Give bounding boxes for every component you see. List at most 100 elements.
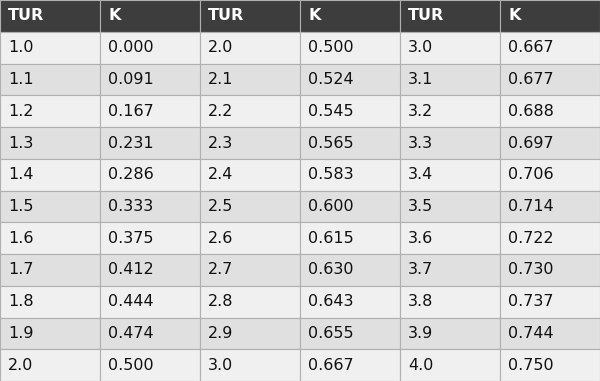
Text: 2.2: 2.2 <box>208 104 233 119</box>
Text: 1.0: 1.0 <box>8 40 34 55</box>
Bar <box>500 127 600 159</box>
Bar <box>300 32 400 64</box>
Bar <box>100 96 200 127</box>
Bar <box>300 317 400 349</box>
Text: 0.600: 0.600 <box>308 199 353 214</box>
Bar <box>100 64 200 96</box>
Text: 0.615: 0.615 <box>308 231 354 246</box>
Bar <box>300 223 400 254</box>
Text: 3.8: 3.8 <box>408 294 433 309</box>
Text: 0.412: 0.412 <box>108 263 154 277</box>
Bar <box>400 254 500 286</box>
Text: 2.3: 2.3 <box>208 136 233 150</box>
Bar <box>200 190 300 223</box>
Bar <box>0 96 100 127</box>
Bar <box>200 223 300 254</box>
Text: 3.2: 3.2 <box>408 104 433 119</box>
Bar <box>200 254 300 286</box>
Text: 0.545: 0.545 <box>308 104 353 119</box>
Text: 2.6: 2.6 <box>208 231 233 246</box>
Text: 3.0: 3.0 <box>208 358 233 373</box>
Text: 0.697: 0.697 <box>508 136 554 150</box>
Text: 0.730: 0.730 <box>508 263 554 277</box>
Text: 0.667: 0.667 <box>308 358 353 373</box>
Bar <box>100 286 200 317</box>
Bar <box>300 349 400 381</box>
Bar <box>400 349 500 381</box>
Text: 2.8: 2.8 <box>208 294 233 309</box>
Text: 0.667: 0.667 <box>508 40 554 55</box>
Text: 3.9: 3.9 <box>408 326 433 341</box>
Bar <box>0 0 100 32</box>
Text: 2.7: 2.7 <box>208 263 233 277</box>
Bar <box>400 0 500 32</box>
Text: 1.3: 1.3 <box>8 136 34 150</box>
Text: 0.688: 0.688 <box>508 104 554 119</box>
Text: 3.5: 3.5 <box>408 199 433 214</box>
Bar <box>0 223 100 254</box>
Bar <box>500 0 600 32</box>
Text: 1.5: 1.5 <box>8 199 34 214</box>
Bar <box>0 286 100 317</box>
Text: 0.444: 0.444 <box>108 294 154 309</box>
Bar <box>100 159 200 190</box>
Bar <box>0 159 100 190</box>
Bar <box>200 64 300 96</box>
Bar <box>400 190 500 223</box>
Bar <box>300 286 400 317</box>
Bar <box>500 159 600 190</box>
Text: 2.5: 2.5 <box>208 199 233 214</box>
Bar <box>500 96 600 127</box>
Text: 1.7: 1.7 <box>8 263 34 277</box>
Text: 3.1: 3.1 <box>408 72 433 87</box>
Bar <box>0 349 100 381</box>
Text: TUR: TUR <box>408 8 444 24</box>
Bar <box>0 32 100 64</box>
Bar <box>400 64 500 96</box>
Bar <box>200 317 300 349</box>
Bar <box>500 317 600 349</box>
Text: 1.8: 1.8 <box>8 294 34 309</box>
Bar <box>300 96 400 127</box>
Bar <box>400 286 500 317</box>
Bar <box>300 190 400 223</box>
Bar <box>100 127 200 159</box>
Text: 3.4: 3.4 <box>408 167 433 182</box>
Bar <box>300 254 400 286</box>
Bar <box>400 32 500 64</box>
Text: TUR: TUR <box>8 8 44 24</box>
Bar <box>500 286 600 317</box>
Text: 1.1: 1.1 <box>8 72 34 87</box>
Bar <box>100 223 200 254</box>
Bar <box>200 159 300 190</box>
Text: 0.167: 0.167 <box>108 104 154 119</box>
Bar <box>100 254 200 286</box>
Text: 0.750: 0.750 <box>508 358 554 373</box>
Bar <box>500 64 600 96</box>
Text: 0.500: 0.500 <box>308 40 353 55</box>
Text: 1.9: 1.9 <box>8 326 34 341</box>
Text: 0.375: 0.375 <box>108 231 154 246</box>
Text: 1.2: 1.2 <box>8 104 34 119</box>
Text: 0.474: 0.474 <box>108 326 154 341</box>
Bar <box>400 159 500 190</box>
Bar <box>400 127 500 159</box>
Text: 0.583: 0.583 <box>308 167 353 182</box>
Bar <box>300 127 400 159</box>
Text: 0.333: 0.333 <box>108 199 153 214</box>
Bar <box>100 32 200 64</box>
Bar <box>400 317 500 349</box>
Text: 2.0: 2.0 <box>208 40 233 55</box>
Bar <box>300 0 400 32</box>
Text: 3.3: 3.3 <box>408 136 433 150</box>
Bar <box>200 0 300 32</box>
Text: 0.677: 0.677 <box>508 72 554 87</box>
Text: 0.737: 0.737 <box>508 294 554 309</box>
Bar <box>300 64 400 96</box>
Text: 1.6: 1.6 <box>8 231 34 246</box>
Text: 2.4: 2.4 <box>208 167 233 182</box>
Text: 0.524: 0.524 <box>308 72 353 87</box>
Bar <box>0 127 100 159</box>
Text: 0.714: 0.714 <box>508 199 554 214</box>
Text: K: K <box>108 8 121 24</box>
